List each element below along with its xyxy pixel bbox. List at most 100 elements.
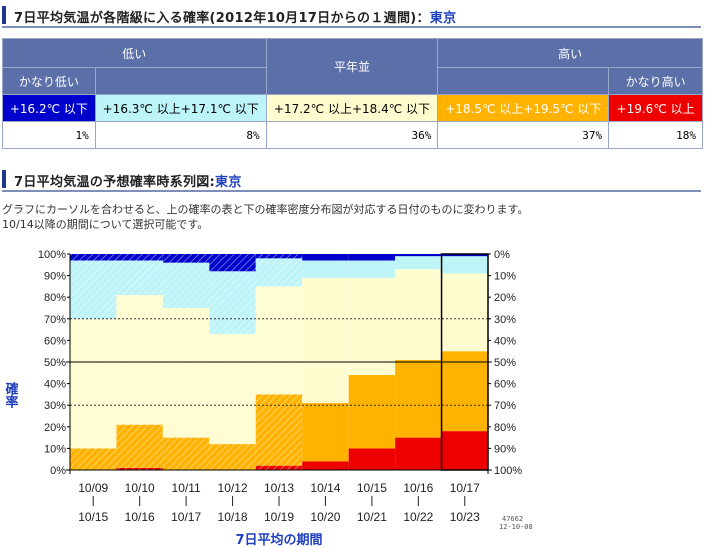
percent-high: 37% (437, 121, 610, 149)
y-tick-label-left: 50% (44, 357, 66, 369)
y-axis-title: 確率 (3, 381, 19, 409)
description-line: グラフにカーソルを合わせると、上の確率の表と下の確率密度分布図が対応する日付のも… (2, 203, 529, 216)
bar-hatch (255, 254, 303, 259)
bar-hatch (209, 333, 256, 445)
description-line: 10/14以降の期間について選択可能です。 (2, 218, 209, 231)
bar-hatch (70, 318, 117, 449)
y-tick-label-left: 10% (44, 443, 66, 455)
x-label-end[interactable]: 10/22 (403, 510, 433, 524)
bar-high[interactable] (302, 403, 349, 462)
bar-hatch (209, 254, 256, 272)
location-link[interactable]: 東京 (215, 175, 242, 190)
y-tick-label-left: 40% (44, 379, 66, 391)
range-very-low: +16.2℃ 以下 (2, 94, 96, 122)
x-label-end[interactable]: 10/23 (450, 510, 480, 524)
y-tick-label-left: 70% (44, 314, 66, 326)
x-label-end[interactable]: 10/20 (310, 510, 340, 524)
x-label-end[interactable]: 10/21 (357, 510, 387, 524)
x-label-start[interactable]: 10/13 (264, 481, 294, 495)
x-label-end[interactable]: 10/15 (78, 510, 108, 524)
bar-hatch (116, 254, 163, 261)
y-tick-label-right: 50% (494, 357, 516, 369)
header-normal: 平年並 (265, 38, 439, 95)
y-tick-label-right: 20% (494, 292, 516, 304)
y-tick-label-left: 30% (44, 400, 66, 412)
bar-hatch (162, 262, 210, 308)
x-label-end[interactable]: 10/19 (264, 510, 294, 524)
y-tick-label-right: 80% (494, 422, 516, 434)
y-tick-label-right: 30% (494, 314, 516, 326)
x-label-start[interactable]: 10/10 (125, 481, 155, 495)
percent-low: 8% (94, 121, 267, 149)
bar-hatch (162, 308, 210, 438)
bar-normal[interactable] (395, 269, 442, 360)
bar-hatch (116, 260, 163, 296)
bar-hatch (162, 254, 210, 263)
bar-normal[interactable] (302, 277, 349, 404)
header-accent-bar (2, 6, 6, 24)
y-tick-label-left: 20% (44, 422, 66, 434)
y-tick-label-left: 100% (38, 249, 66, 261)
chart-description: グラフにカーソルを合わせると、上の確率の表と下の確率密度分布図が対応する日付のも… (2, 202, 528, 232)
x-label-end[interactable]: 10/18 (218, 510, 248, 524)
range-low: +16.3℃ 以上+17.1℃ 以下 (94, 94, 267, 122)
x-label-end[interactable]: 10/17 (171, 510, 201, 524)
header-low-spacer (94, 67, 267, 95)
bar-very-low[interactable] (441, 254, 488, 257)
y-tick-label-right: 60% (494, 379, 516, 391)
bar-hatch (162, 437, 210, 470)
bar-normal[interactable] (441, 273, 488, 352)
y-tick-label-right: 70% (494, 400, 516, 412)
bar-hatch (70, 260, 117, 319)
bar-high[interactable] (395, 359, 442, 438)
header-accent-bar (2, 170, 6, 188)
x-label-start[interactable]: 10/17 (450, 481, 480, 495)
bar-very-low[interactable] (395, 254, 442, 257)
bar-high[interactable] (348, 374, 396, 449)
x-axis-title: 7日平均の期間 (235, 532, 322, 548)
bar-hatch (255, 465, 303, 470)
percent-very-high: 18% (608, 121, 703, 149)
x-label-start[interactable]: 10/15 (357, 481, 387, 495)
bar-very-high[interactable] (302, 461, 349, 470)
range-high: +18.5℃ 以上+19.5℃ 以下 (437, 94, 610, 122)
bar-hatch (116, 295, 163, 425)
bar-low[interactable] (395, 256, 442, 270)
bar-very-high[interactable] (348, 448, 396, 470)
bar-very-high[interactable] (395, 437, 442, 470)
x-label-start[interactable]: 10/11 (172, 481, 201, 495)
bar-very-high[interactable] (441, 431, 488, 470)
x-label-end[interactable]: 10/16 (125, 510, 155, 524)
bar-hatch (70, 448, 117, 470)
bar-hatch (116, 424, 163, 468)
x-label-start[interactable]: 10/14 (310, 481, 340, 495)
section-header-probability: 7日平均気温が各階級に入る確率(2012年10月17日からの１週間)：東京 (2, 4, 701, 28)
bar-very-low[interactable] (348, 254, 396, 261)
location-link[interactable]: 東京 (429, 11, 457, 26)
bar-hatch (255, 258, 303, 287)
section-header-timeseries: 7日平均気温の予想確率時系列図:東京 (2, 168, 701, 192)
chart-stamp: 12-10-08 (499, 523, 533, 531)
header-low: 低い (2, 38, 267, 68)
bar-normal[interactable] (348, 277, 396, 375)
section-title: 7日平均気温が各階級に入る確率(2012年10月17日からの１週間)：東京 (14, 11, 457, 26)
bar-low[interactable] (441, 256, 488, 274)
header-high-spacer (437, 67, 610, 95)
bar-hatch (116, 467, 163, 470)
x-label-start[interactable]: 10/09 (78, 481, 108, 495)
y-tick-label-left: 80% (44, 292, 66, 304)
probability-table: 低い 平年並 高い かなり低い かなり高い +16.2℃ 以下 +16.3℃ 以… (2, 38, 703, 149)
y-tick-label-right: 100% (494, 465, 522, 477)
bar-high[interactable] (441, 351, 488, 432)
x-label-start[interactable]: 10/16 (403, 481, 433, 495)
y-tick-label-left: 90% (44, 271, 66, 283)
x-label-start[interactable]: 10/12 (218, 481, 248, 495)
percent-very-low: 1% (2, 121, 96, 149)
y-tick-label-right: 10% (494, 271, 516, 283)
header-high: 高い (437, 38, 703, 68)
bar-very-low[interactable] (302, 254, 349, 261)
y-tick-label-right: 90% (494, 443, 516, 455)
bar-low[interactable] (302, 260, 349, 278)
bar-low[interactable] (348, 260, 396, 278)
